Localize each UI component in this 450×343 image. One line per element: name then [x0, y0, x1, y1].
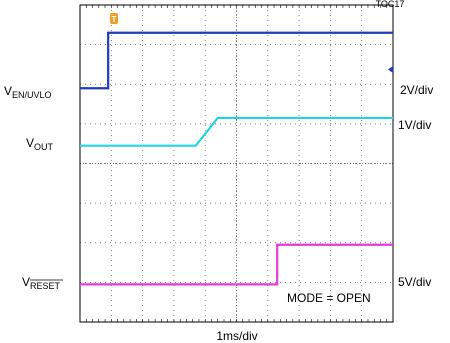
- scale-label-reset: 5V/div: [398, 275, 431, 289]
- series-label-en-uvlo: VEN/UVLO: [4, 84, 52, 100]
- chart-grid: [79, 5, 394, 322]
- mode-annotation: MODE = OPEN: [287, 291, 371, 305]
- trigger-marker-icon: T: [110, 13, 118, 24]
- trace-reset: [80, 243, 393, 286]
- svg-text:T: T: [112, 15, 117, 24]
- scale-label-en-uvlo: 2V/div: [400, 83, 433, 97]
- trace-en-uvlo: [80, 31, 393, 90]
- trace-out: [80, 116, 393, 147]
- series-label-reset: VRESET: [22, 275, 61, 291]
- x-scale-label: 1ms/div: [216, 329, 257, 343]
- scale-label-out: 1V/div: [398, 118, 431, 132]
- series-label-out: VOUT: [26, 136, 54, 152]
- plot-frame: [79, 4, 394, 323]
- ground-marker-icon: [388, 66, 393, 73]
- figure-id: TOC17: [376, 0, 405, 9]
- chart-traces: [80, 31, 393, 286]
